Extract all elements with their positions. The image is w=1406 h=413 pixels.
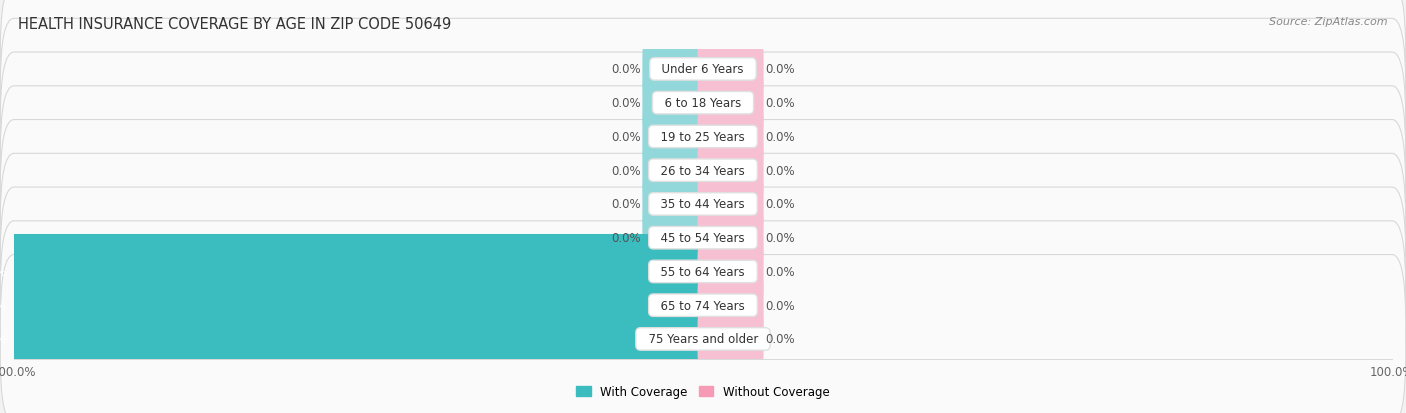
- FancyBboxPatch shape: [643, 133, 709, 208]
- Text: 0.0%: 0.0%: [765, 131, 794, 144]
- Text: 0.0%: 0.0%: [765, 164, 794, 177]
- Text: 35 to 44 Years: 35 to 44 Years: [654, 198, 752, 211]
- Legend: With Coverage, Without Coverage: With Coverage, Without Coverage: [572, 381, 834, 403]
- Text: 0.0%: 0.0%: [765, 63, 794, 76]
- FancyBboxPatch shape: [697, 66, 763, 141]
- FancyBboxPatch shape: [697, 302, 763, 377]
- Text: Source: ZipAtlas.com: Source: ZipAtlas.com: [1270, 17, 1388, 26]
- FancyBboxPatch shape: [0, 87, 1406, 255]
- FancyBboxPatch shape: [8, 302, 709, 377]
- Text: Under 6 Years: Under 6 Years: [655, 63, 751, 76]
- Text: 100.0%: 100.0%: [0, 265, 7, 278]
- FancyBboxPatch shape: [697, 235, 763, 309]
- FancyBboxPatch shape: [643, 167, 709, 242]
- Text: 6 to 18 Years: 6 to 18 Years: [657, 97, 749, 110]
- FancyBboxPatch shape: [697, 32, 763, 107]
- Text: 0.0%: 0.0%: [765, 198, 794, 211]
- FancyBboxPatch shape: [0, 255, 1406, 413]
- Text: 55 to 64 Years: 55 to 64 Years: [654, 265, 752, 278]
- Text: 65 to 74 Years: 65 to 74 Years: [654, 299, 752, 312]
- Text: 0.0%: 0.0%: [765, 332, 794, 346]
- Text: 0.0%: 0.0%: [612, 232, 641, 244]
- FancyBboxPatch shape: [643, 201, 709, 275]
- Text: 0.0%: 0.0%: [612, 63, 641, 76]
- Text: 0.0%: 0.0%: [765, 97, 794, 110]
- Text: 45 to 54 Years: 45 to 54 Years: [654, 232, 752, 244]
- Text: 0.0%: 0.0%: [765, 299, 794, 312]
- FancyBboxPatch shape: [0, 221, 1406, 389]
- Text: 0.0%: 0.0%: [612, 164, 641, 177]
- FancyBboxPatch shape: [0, 188, 1406, 356]
- Text: HEALTH INSURANCE COVERAGE BY AGE IN ZIP CODE 50649: HEALTH INSURANCE COVERAGE BY AGE IN ZIP …: [18, 17, 451, 31]
- Text: 100.0%: 100.0%: [0, 332, 7, 346]
- Text: 0.0%: 0.0%: [612, 131, 641, 144]
- Text: 0.0%: 0.0%: [765, 265, 794, 278]
- Text: 75 Years and older: 75 Years and older: [641, 332, 765, 346]
- FancyBboxPatch shape: [643, 32, 709, 107]
- FancyBboxPatch shape: [0, 19, 1406, 188]
- FancyBboxPatch shape: [8, 268, 709, 343]
- FancyBboxPatch shape: [697, 133, 763, 208]
- FancyBboxPatch shape: [0, 53, 1406, 221]
- Text: 0.0%: 0.0%: [765, 232, 794, 244]
- FancyBboxPatch shape: [643, 100, 709, 174]
- FancyBboxPatch shape: [0, 0, 1406, 154]
- Text: 0.0%: 0.0%: [612, 198, 641, 211]
- FancyBboxPatch shape: [643, 66, 709, 141]
- Text: 100.0%: 100.0%: [0, 299, 7, 312]
- Text: 0.0%: 0.0%: [612, 97, 641, 110]
- FancyBboxPatch shape: [0, 120, 1406, 289]
- FancyBboxPatch shape: [697, 100, 763, 174]
- FancyBboxPatch shape: [697, 167, 763, 242]
- FancyBboxPatch shape: [0, 154, 1406, 322]
- Text: 26 to 34 Years: 26 to 34 Years: [654, 164, 752, 177]
- FancyBboxPatch shape: [697, 268, 763, 343]
- Text: 19 to 25 Years: 19 to 25 Years: [654, 131, 752, 144]
- FancyBboxPatch shape: [8, 235, 709, 309]
- FancyBboxPatch shape: [697, 201, 763, 275]
